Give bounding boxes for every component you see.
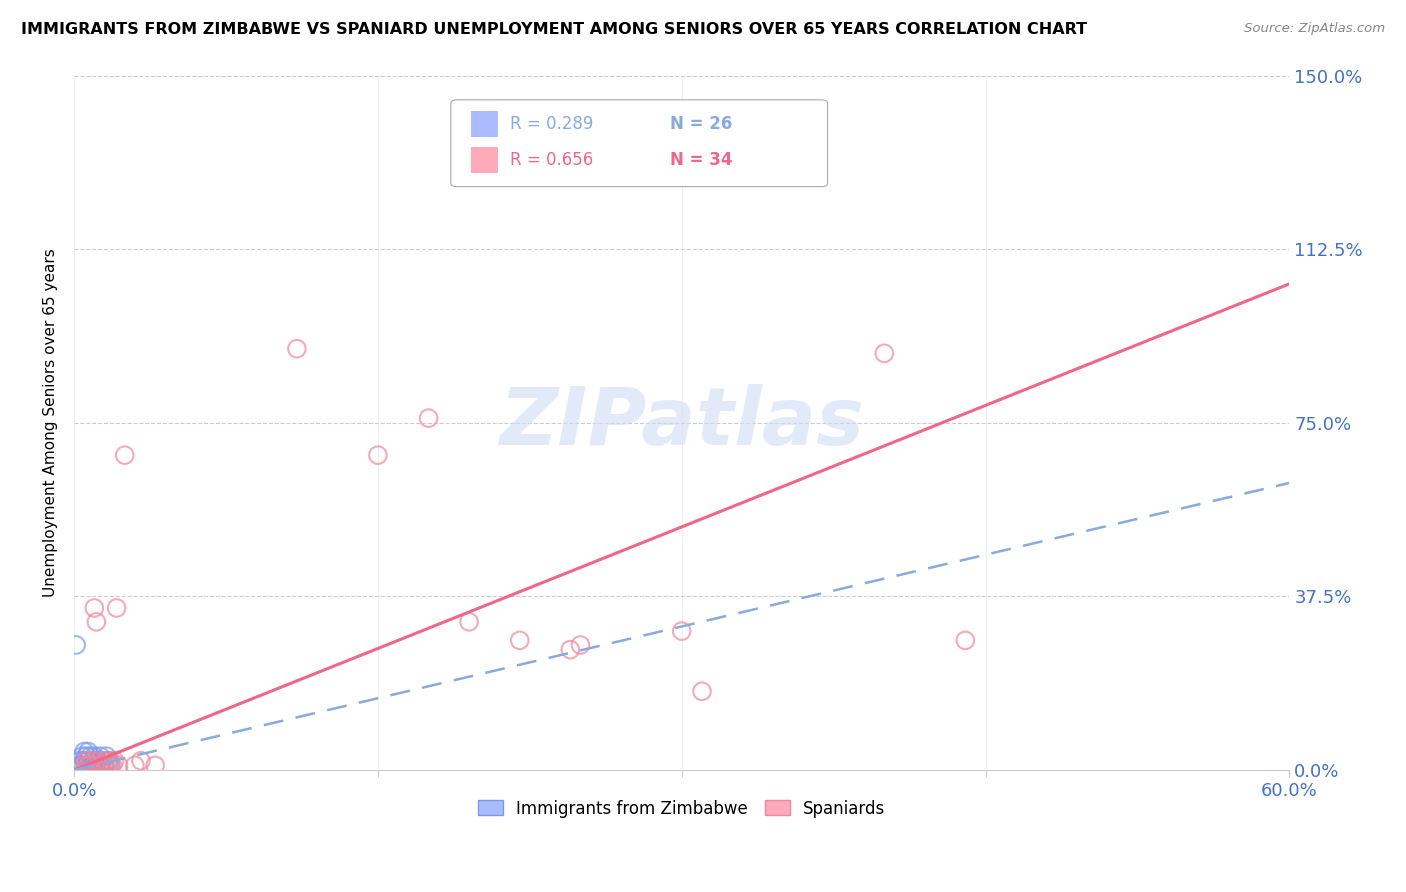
Point [690, 684, 713, 698]
Point [75, 758, 97, 772]
Text: Source: ZipAtlas.com: Source: ZipAtlas.com [1244, 22, 1385, 36]
Point [77, 754, 100, 768]
Point [114, 448, 136, 462]
Point [89, 749, 111, 764]
Point [86, 615, 108, 629]
Point [73, 758, 96, 772]
Point [82, 754, 104, 768]
Point [955, 633, 977, 648]
Point [73, 754, 96, 768]
Point [91, 754, 114, 768]
Point [100, 758, 122, 772]
Point [79, 758, 101, 772]
Point [129, 754, 152, 768]
Point [82, 758, 104, 772]
Point [671, 624, 693, 639]
Bar [471, 147, 498, 173]
Point [458, 615, 481, 629]
Point [77, 744, 100, 758]
Point [83, 749, 105, 764]
Point [87, 754, 110, 768]
Text: ZIPatlas: ZIPatlas [499, 384, 865, 462]
Point [367, 448, 389, 462]
Point [143, 758, 166, 772]
Text: N = 34: N = 34 [669, 152, 733, 169]
Point [70, 749, 93, 764]
Point [79, 749, 101, 764]
Point [96, 754, 118, 768]
Legend: Immigrants from Zimbabwe, Spaniards: Immigrants from Zimbabwe, Spaniards [471, 793, 891, 824]
Point [97, 754, 120, 768]
Point [285, 342, 308, 356]
Point [873, 346, 896, 360]
Point [82, 754, 104, 768]
Point [65, 638, 87, 652]
Text: IMMIGRANTS FROM ZIMBABWE VS SPANIARD UNEMPLOYMENT AMONG SENIORS OVER 65 YEARS CO: IMMIGRANTS FROM ZIMBABWE VS SPANIARD UNE… [21, 22, 1087, 37]
Point [93, 758, 115, 772]
Point [418, 411, 440, 425]
Point [97, 758, 120, 772]
Point [75, 749, 97, 764]
Point [105, 601, 128, 615]
Point [124, 758, 146, 772]
Point [70, 758, 93, 772]
Point [67, 758, 90, 772]
Point [69, 754, 91, 768]
Point [89, 758, 111, 772]
Point [107, 758, 129, 772]
Point [91, 758, 114, 772]
Point [73, 744, 96, 758]
Y-axis label: Unemployment Among Seniors over 65 years: Unemployment Among Seniors over 65 years [44, 248, 58, 597]
Point [83, 758, 105, 772]
FancyBboxPatch shape [451, 100, 828, 186]
Text: R = 0.656: R = 0.656 [510, 152, 593, 169]
Point [87, 754, 110, 768]
Point [89, 758, 111, 772]
Point [77, 758, 100, 772]
Point [560, 642, 582, 657]
Point [79, 758, 101, 772]
Point [86, 758, 108, 772]
Point [569, 638, 592, 652]
Point [75, 754, 97, 768]
Point [96, 749, 118, 764]
Bar [471, 111, 498, 137]
Point [104, 754, 127, 768]
Point [93, 758, 115, 772]
Text: R = 0.289: R = 0.289 [510, 115, 593, 133]
Point [509, 633, 531, 648]
Point [83, 754, 105, 768]
Point [101, 758, 124, 772]
Point [83, 601, 105, 615]
Text: N = 26: N = 26 [669, 115, 733, 133]
Point [100, 754, 122, 768]
